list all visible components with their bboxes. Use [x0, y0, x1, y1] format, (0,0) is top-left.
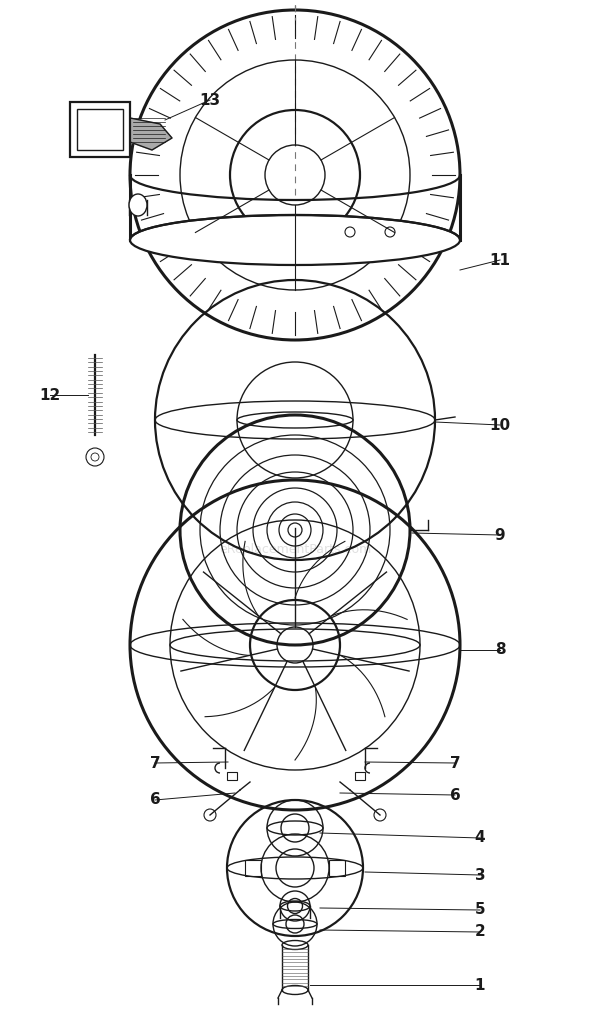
Text: 1: 1: [475, 977, 485, 993]
Text: 5: 5: [475, 903, 486, 917]
Text: 4: 4: [475, 831, 486, 846]
Bar: [329, 860, 345, 876]
Bar: [227, 772, 237, 780]
Text: 7: 7: [450, 755, 460, 771]
Bar: [355, 772, 365, 780]
Text: 10: 10: [490, 417, 510, 433]
Bar: [70, 102, 130, 157]
Text: 7: 7: [150, 755, 160, 771]
Text: 8: 8: [494, 642, 505, 658]
Text: 3: 3: [475, 867, 486, 883]
Ellipse shape: [129, 194, 147, 216]
Text: eReplacementParts.com: eReplacementParts.com: [219, 544, 371, 556]
Text: 11: 11: [490, 252, 510, 268]
Bar: [77, 109, 123, 150]
Text: 6: 6: [150, 792, 160, 807]
Text: 12: 12: [40, 388, 61, 402]
Text: 6: 6: [450, 788, 460, 802]
Bar: [245, 860, 261, 876]
Polygon shape: [130, 118, 172, 150]
Text: 13: 13: [199, 93, 221, 108]
Ellipse shape: [130, 215, 460, 265]
Text: 2: 2: [474, 924, 486, 940]
Text: 9: 9: [494, 527, 505, 543]
